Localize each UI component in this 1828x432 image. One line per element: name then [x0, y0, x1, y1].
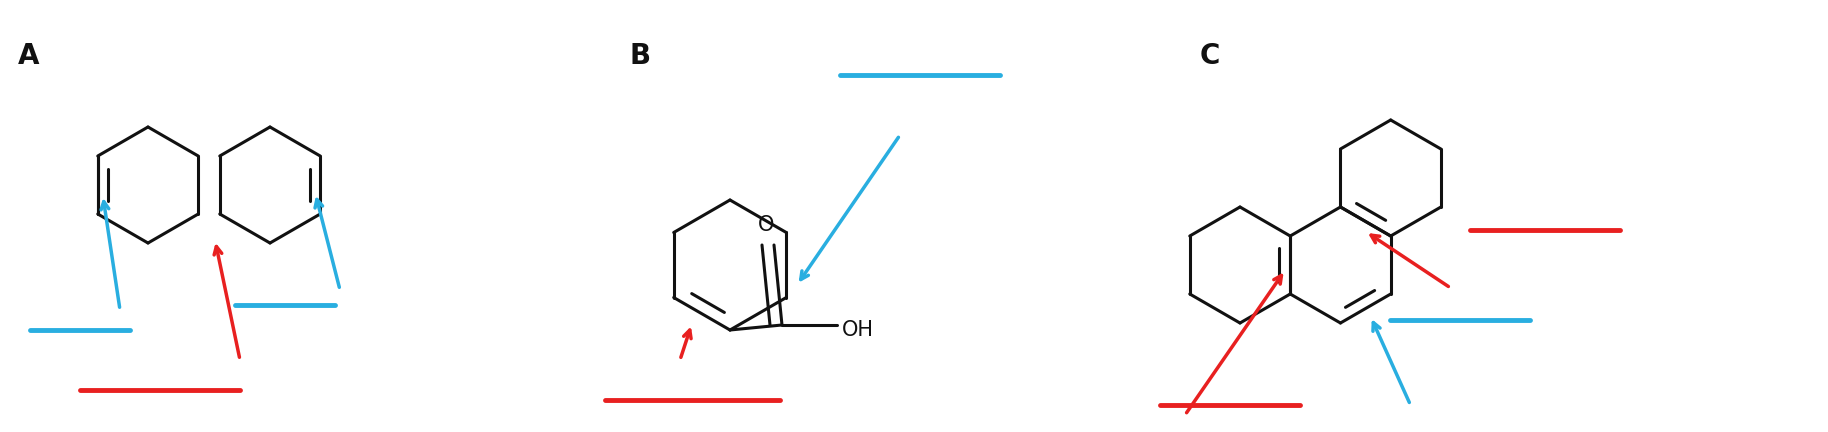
Text: A: A — [18, 42, 40, 70]
Text: C: C — [1199, 42, 1221, 70]
Text: B: B — [631, 42, 651, 70]
Text: O: O — [759, 215, 775, 235]
Text: OH: OH — [843, 320, 874, 340]
